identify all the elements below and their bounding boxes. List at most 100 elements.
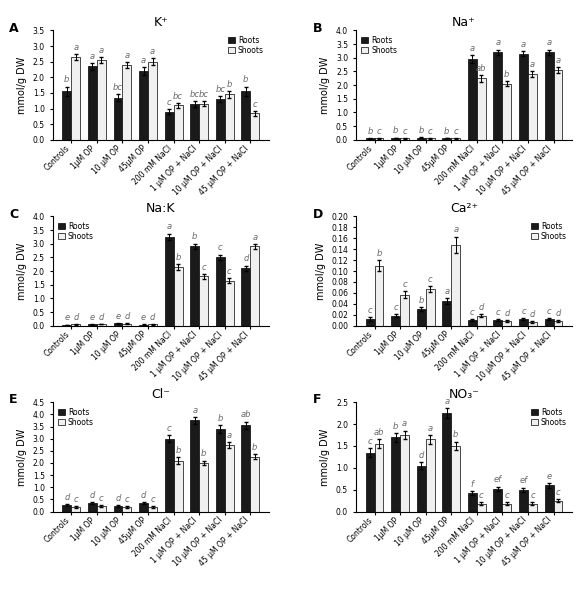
Bar xyxy=(477,316,486,326)
Bar xyxy=(241,91,251,140)
Bar xyxy=(451,446,460,512)
Text: d: d xyxy=(419,451,424,460)
Text: c: c xyxy=(167,424,172,433)
Text: a: a xyxy=(444,396,449,406)
Text: c: c xyxy=(252,99,257,108)
Bar xyxy=(519,54,528,140)
Bar xyxy=(451,138,460,140)
Text: b: b xyxy=(419,296,424,305)
Text: ef: ef xyxy=(519,476,527,485)
Text: c: c xyxy=(167,98,172,107)
Bar xyxy=(88,503,97,512)
Bar xyxy=(225,445,234,512)
Text: b: b xyxy=(393,127,398,135)
Y-axis label: mmol/g DW: mmol/g DW xyxy=(315,242,325,300)
Bar xyxy=(113,506,123,512)
Title: NO₃⁻: NO₃⁻ xyxy=(449,388,479,401)
Text: d: d xyxy=(141,491,146,499)
Bar xyxy=(97,324,106,326)
Text: b: b xyxy=(252,443,258,452)
Bar xyxy=(190,247,199,326)
Bar xyxy=(374,266,384,326)
Text: c: c xyxy=(505,491,509,500)
Y-axis label: mmol/g DW: mmol/g DW xyxy=(18,242,27,300)
Bar xyxy=(544,319,554,326)
Text: d: d xyxy=(90,491,95,499)
Bar xyxy=(554,501,562,512)
Text: a: a xyxy=(252,233,258,242)
Y-axis label: mmol/g DW: mmol/g DW xyxy=(321,428,331,485)
Text: a: a xyxy=(521,40,526,49)
Text: e: e xyxy=(547,472,552,481)
Text: a: a xyxy=(555,56,561,65)
Bar xyxy=(113,97,123,140)
Bar xyxy=(400,435,409,512)
Bar xyxy=(374,138,384,140)
Bar xyxy=(554,70,562,140)
Bar xyxy=(216,258,225,326)
Text: d: d xyxy=(99,312,104,322)
Text: f: f xyxy=(471,480,474,489)
Bar xyxy=(88,325,97,326)
Title: Na:K: Na:K xyxy=(146,202,176,215)
Bar xyxy=(417,138,426,140)
Legend: Roots, Shoots: Roots, Shoots xyxy=(57,220,95,242)
Text: b: b xyxy=(444,127,450,136)
Title: Ca²⁺: Ca²⁺ xyxy=(450,202,478,215)
Text: e: e xyxy=(64,314,69,322)
Text: c: c xyxy=(124,495,129,504)
Text: d: d xyxy=(150,313,155,322)
Text: a: a xyxy=(427,424,433,433)
Text: a: a xyxy=(470,44,475,53)
Text: a: a xyxy=(73,43,78,52)
Bar xyxy=(426,439,434,512)
Bar xyxy=(148,62,157,140)
Bar xyxy=(216,429,225,512)
Text: b: b xyxy=(175,253,181,262)
Text: a: a xyxy=(150,47,155,56)
Text: b: b xyxy=(201,449,206,459)
Text: c: c xyxy=(402,280,407,289)
Bar xyxy=(251,113,259,140)
Text: ab: ab xyxy=(476,64,486,73)
Bar xyxy=(502,322,512,326)
Text: c: c xyxy=(479,491,484,500)
Bar xyxy=(173,460,183,512)
Text: ab: ab xyxy=(241,410,251,420)
Text: c: c xyxy=(201,262,206,272)
Bar xyxy=(400,138,409,140)
Bar xyxy=(426,289,434,326)
Bar xyxy=(519,319,528,326)
Legend: Roots, Shoots: Roots, Shoots xyxy=(530,406,568,428)
Text: bc: bc xyxy=(190,90,200,99)
Bar xyxy=(493,52,502,140)
Text: C: C xyxy=(9,208,18,220)
Text: b: b xyxy=(504,70,510,79)
Text: b: b xyxy=(419,126,424,135)
Bar xyxy=(71,57,81,140)
Bar xyxy=(519,490,528,512)
Bar xyxy=(199,463,208,512)
Bar xyxy=(97,506,106,512)
Bar xyxy=(190,104,199,140)
Bar xyxy=(62,505,71,512)
Bar xyxy=(88,66,97,140)
Bar xyxy=(426,138,434,140)
Text: c: c xyxy=(150,495,155,504)
Bar xyxy=(391,316,400,326)
Text: c: c xyxy=(74,495,78,504)
Bar xyxy=(493,489,502,512)
Text: c: c xyxy=(402,127,407,136)
Text: A: A xyxy=(9,22,19,35)
Bar xyxy=(554,322,562,326)
Bar xyxy=(442,301,451,326)
Text: d: d xyxy=(64,493,69,502)
Bar xyxy=(502,504,512,512)
Text: a: a xyxy=(453,225,458,234)
Bar xyxy=(173,105,183,140)
Title: Cl⁻: Cl⁻ xyxy=(151,388,171,401)
Bar xyxy=(123,324,131,326)
Bar xyxy=(97,60,106,140)
Text: ab: ab xyxy=(374,428,384,437)
Text: c: c xyxy=(547,307,551,316)
